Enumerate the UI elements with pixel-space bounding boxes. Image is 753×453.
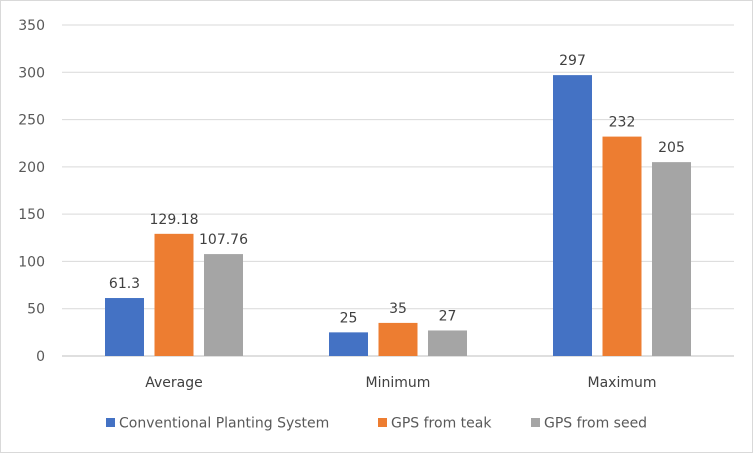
y-tick-label: 50 — [27, 302, 45, 318]
y-tick-label: 250 — [18, 113, 45, 129]
bar — [204, 254, 243, 356]
bar — [154, 233, 194, 356]
data-label: 129.18 — [150, 212, 199, 228]
y-tick-label: 300 — [18, 65, 45, 81]
data-label: 107.76 — [199, 232, 248, 248]
y-tick-label: 350 — [18, 18, 45, 34]
legend-label: GPS from teak — [391, 416, 492, 432]
data-label: 25 — [340, 310, 358, 326]
y-axis-ticks: 0 50 100 150 200 250 300 350 — [18, 18, 45, 365]
bar — [652, 162, 691, 356]
data-label: 297 — [559, 53, 586, 69]
bar — [105, 298, 144, 356]
data-label: 61.3 — [109, 276, 140, 292]
bars — [105, 75, 691, 356]
legend: Conventional Planting System GPS from tea… — [106, 416, 647, 432]
legend-swatch — [531, 418, 540, 427]
legend-swatch — [106, 418, 115, 427]
y-tick-label: 200 — [18, 160, 45, 176]
legend-label: GPS from seed — [544, 416, 647, 432]
bar — [553, 75, 592, 356]
data-label: 232 — [609, 115, 636, 131]
legend-swatch — [378, 418, 387, 427]
bar — [329, 332, 368, 356]
legend-label: Conventional Planting System — [119, 416, 329, 432]
data-label: 205 — [658, 140, 685, 156]
category-label: Average — [145, 375, 203, 391]
data-label: 35 — [389, 301, 407, 317]
x-axis-categories: Average Minimum Maximum — [145, 375, 656, 391]
bar — [602, 136, 642, 356]
data-label: 27 — [439, 308, 457, 324]
bar — [428, 330, 467, 356]
y-tick-label: 150 — [18, 207, 45, 223]
y-tick-label: 0 — [36, 349, 45, 365]
y-tick-label: 100 — [18, 254, 45, 270]
category-label: Maximum — [588, 375, 657, 391]
bar — [378, 322, 418, 356]
category-label: Minimum — [366, 375, 431, 391]
